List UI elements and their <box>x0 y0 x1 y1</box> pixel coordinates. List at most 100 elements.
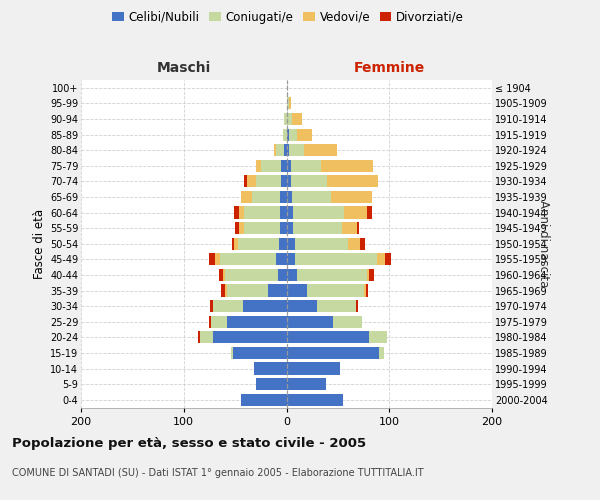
Bar <box>342 222 358 234</box>
Bar <box>238 238 280 250</box>
Bar <box>225 269 278 281</box>
Bar <box>289 144 304 156</box>
Text: Femmine: Femmine <box>353 61 425 75</box>
Bar <box>284 113 287 125</box>
Bar <box>256 160 261 172</box>
Bar <box>361 238 365 250</box>
Bar <box>331 191 372 203</box>
Bar <box>239 206 244 218</box>
Bar <box>297 269 367 281</box>
Bar <box>278 269 287 281</box>
Bar <box>377 254 385 266</box>
Bar <box>287 160 290 172</box>
Bar <box>290 176 326 188</box>
Bar <box>235 222 239 234</box>
Bar <box>292 113 302 125</box>
Bar <box>287 254 295 266</box>
Bar <box>241 394 287 406</box>
Bar <box>234 206 239 218</box>
Bar <box>385 254 391 266</box>
Bar <box>281 160 287 172</box>
Bar <box>292 191 331 203</box>
Bar <box>333 316 362 328</box>
Bar <box>281 176 287 188</box>
Bar <box>287 300 317 312</box>
Bar <box>287 98 289 110</box>
Bar <box>287 113 292 125</box>
Bar <box>287 222 293 234</box>
Bar <box>284 144 287 156</box>
Bar <box>367 206 372 218</box>
Bar <box>287 191 292 203</box>
Bar <box>280 206 287 218</box>
Bar <box>280 238 287 250</box>
Bar <box>276 144 284 156</box>
Bar <box>304 144 337 156</box>
Bar <box>227 316 287 328</box>
Bar <box>326 176 378 188</box>
Bar <box>212 331 287 344</box>
Bar <box>287 362 340 374</box>
Bar <box>274 144 276 156</box>
Bar <box>287 316 333 328</box>
Bar <box>244 206 280 218</box>
Text: Popolazione per età, sesso e stato civile - 2005: Popolazione per età, sesso e stato civil… <box>12 438 366 450</box>
Bar <box>268 284 287 296</box>
Bar <box>280 191 287 203</box>
Bar <box>239 222 244 234</box>
Bar <box>358 222 359 234</box>
Bar <box>215 254 220 266</box>
Bar <box>287 128 289 140</box>
Bar <box>356 300 358 312</box>
Bar <box>256 378 287 390</box>
Bar <box>344 206 367 218</box>
Bar <box>293 222 342 234</box>
Bar <box>212 300 244 312</box>
Bar <box>379 347 384 359</box>
Bar <box>307 284 364 296</box>
Bar <box>295 254 377 266</box>
Bar <box>233 347 287 359</box>
Bar <box>348 238 361 250</box>
Bar <box>241 191 251 203</box>
Bar <box>254 362 287 374</box>
Bar <box>295 238 348 250</box>
Text: Anni di nascita: Anni di nascita <box>536 200 550 288</box>
Y-axis label: Fasce di età: Fasce di età <box>32 208 46 279</box>
Bar <box>364 284 365 296</box>
Bar <box>322 160 373 172</box>
Bar <box>225 284 227 296</box>
Bar <box>287 206 293 218</box>
Bar <box>234 238 238 250</box>
Text: Maschi: Maschi <box>157 61 211 75</box>
Bar <box>367 269 369 281</box>
Bar <box>287 238 295 250</box>
Bar <box>290 160 322 172</box>
Bar <box>232 238 234 250</box>
Bar <box>287 144 289 156</box>
Bar <box>211 300 212 312</box>
Bar <box>244 176 247 188</box>
Bar <box>293 206 344 218</box>
Bar <box>287 284 307 296</box>
Bar <box>297 128 312 140</box>
Bar <box>231 347 233 359</box>
Bar <box>317 300 356 312</box>
Bar <box>287 394 343 406</box>
Bar <box>200 331 212 344</box>
Bar <box>287 331 369 344</box>
Bar <box>287 378 326 390</box>
Bar <box>220 254 276 266</box>
Bar <box>247 176 256 188</box>
Bar <box>287 347 379 359</box>
Bar <box>223 269 225 281</box>
Bar <box>287 269 297 281</box>
Legend: Celibi/Nubili, Coniugati/e, Vedovi/e, Divorziati/e: Celibi/Nubili, Coniugati/e, Vedovi/e, Di… <box>107 6 469 28</box>
Text: COMUNE DI SANTADI (SU) - Dati ISTAT 1° gennaio 2005 - Elaborazione TUTTITALIA.IT: COMUNE DI SANTADI (SU) - Dati ISTAT 1° g… <box>12 468 424 477</box>
Bar <box>251 191 280 203</box>
Bar <box>276 254 287 266</box>
Bar <box>211 316 227 328</box>
Bar <box>261 160 281 172</box>
Bar <box>209 254 215 266</box>
Bar <box>218 269 223 281</box>
